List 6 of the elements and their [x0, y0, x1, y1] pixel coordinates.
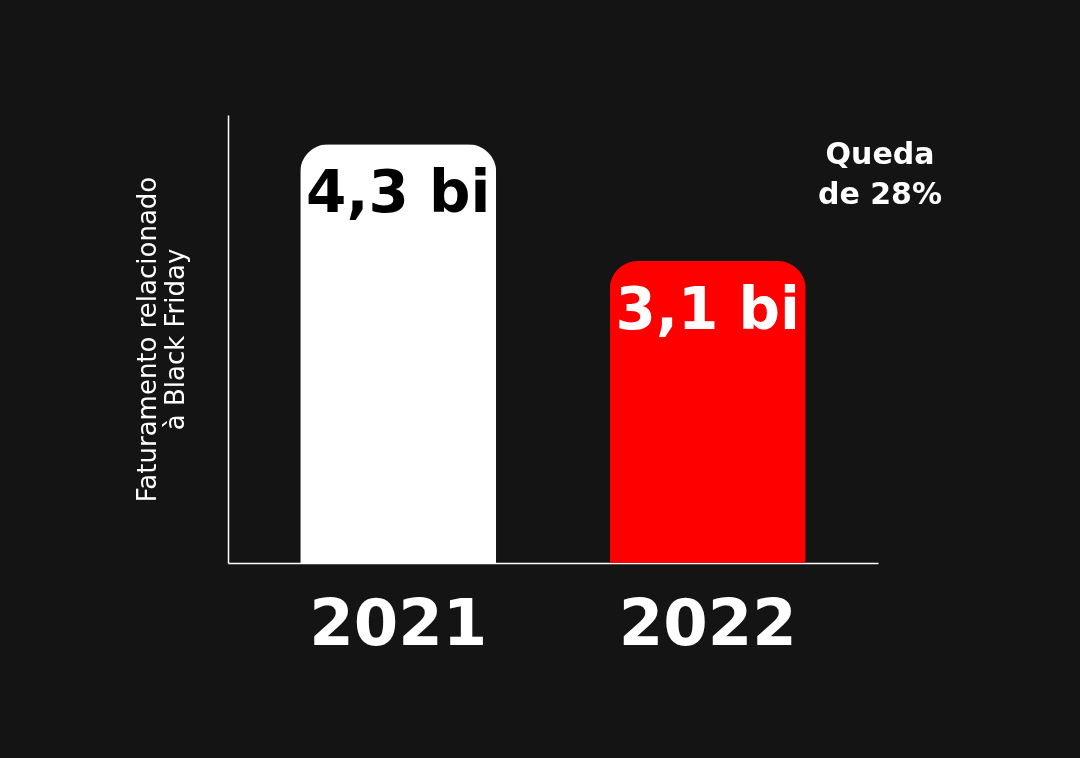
annotation: Queda de 28% — [817, 136, 943, 211]
data-label: 4,3 bi — [306, 158, 491, 227]
x-tick-label: 2022 — [618, 585, 797, 660]
data-label: 3,1 bi — [615, 275, 800, 344]
x-tick-label: 2021 — [309, 585, 488, 660]
y-axis-title: Faturamento relacionado à Black Friday — [131, 176, 190, 503]
